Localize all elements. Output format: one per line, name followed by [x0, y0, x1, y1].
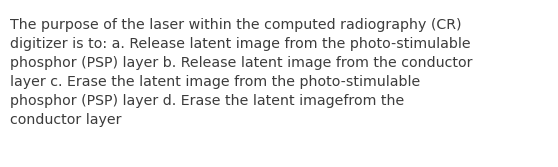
Text: The purpose of the laser within the computed radiography (CR)
digitizer is to: a: The purpose of the laser within the comp…	[10, 18, 473, 127]
